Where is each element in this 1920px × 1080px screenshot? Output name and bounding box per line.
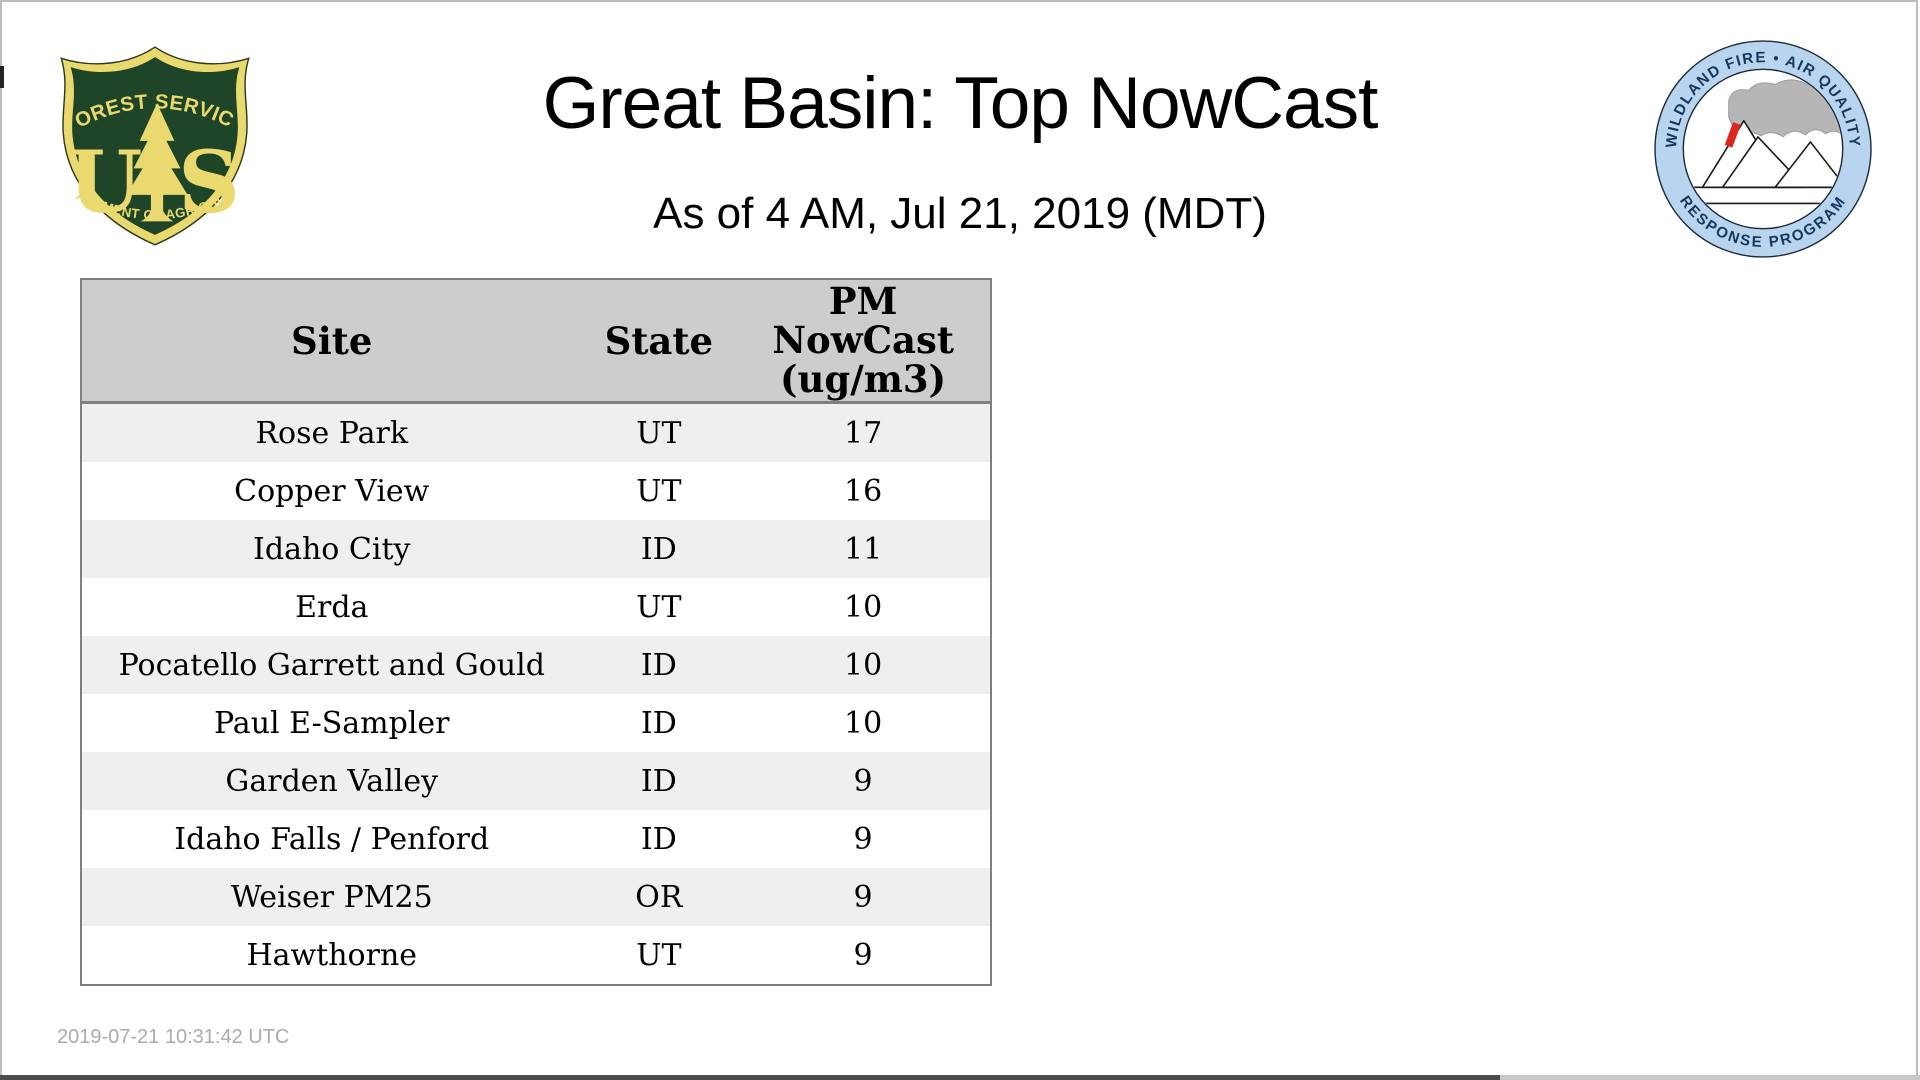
column-header-site: Site (81, 279, 582, 404)
site-cell: Garden Valley (81, 752, 582, 810)
airfire-program-logo: WILDLAND FIRE • AIR QUALITY RESPONSE PRO… (1652, 38, 1874, 260)
state-cell: ID (581, 520, 737, 578)
table-row: Garden Valley ID 9 (81, 752, 991, 810)
table-row: Erda UT 10 (81, 578, 991, 636)
state-cell: ID (581, 636, 737, 694)
nowcast-cell: 16 (736, 462, 991, 520)
forest-service-logo: FOREST SERVICE U S DEPARTMENT OF AGRICUL… (41, 25, 262, 256)
table-row: Idaho Falls / Penford ID 9 (81, 810, 991, 868)
site-cell: Idaho City (81, 520, 582, 578)
table-row: Pocatello Garrett and Gould ID 10 (81, 636, 991, 694)
nowcast-cell: 10 (736, 694, 991, 752)
usfs-letter-u: U (68, 133, 143, 233)
horizontal-scrollbar-track[interactable] (0, 1075, 1920, 1080)
table-row: Weiser PM25 OR 9 (81, 868, 991, 926)
nowcast-cell: 9 (736, 810, 991, 868)
site-cell: Weiser PM25 (81, 868, 582, 926)
left-edge-mark (0, 66, 4, 88)
nowcast-cell: 9 (736, 752, 991, 810)
site-cell: Erda (81, 578, 582, 636)
airfire-seal-icon: WILDLAND FIRE • AIR QUALITY RESPONSE PRO… (1654, 40, 1872, 258)
nowcast-cell: 9 (736, 926, 991, 985)
nowcast-cell: 11 (736, 520, 991, 578)
state-cell: UT (581, 402, 737, 462)
table-row: Hawthorne UT 9 (81, 926, 991, 985)
page-subtitle: As of 4 AM, Jul 21, 2019 (MDT) (653, 189, 1267, 238)
site-cell: Rose Park (81, 402, 582, 462)
table-row: Rose Park UT 17 (81, 402, 991, 462)
site-cell: Idaho Falls / Penford (81, 810, 582, 868)
site-cell: Hawthorne (81, 926, 582, 985)
state-cell: UT (581, 578, 737, 636)
site-cell: Copper View (81, 462, 582, 520)
state-cell: ID (581, 752, 737, 810)
column-header-pm-nowcast: PM NowCast (ug/m3) (736, 279, 991, 404)
flame-streak-icon (1724, 122, 1741, 148)
nowcast-table: Site State PM NowCast (ug/m3) Rose Park … (80, 278, 992, 986)
forest-service-shield-icon: FOREST SERVICE U S DEPARTMENT OF AGRICUL… (41, 25, 250, 246)
nowcast-cell: 10 (736, 578, 991, 636)
usfs-letter-s: S (178, 133, 240, 233)
state-cell: ID (581, 810, 737, 868)
horizontal-scrollbar-thumb[interactable] (0, 1075, 1500, 1080)
generated-timestamp: 2019-07-21 10:31:42 UTC (57, 1026, 290, 1048)
table-row: Paul E-Sampler ID 10 (81, 694, 991, 752)
table-row: Copper View UT 16 (81, 462, 991, 520)
page-title: Great Basin: Top NowCast (542, 63, 1379, 144)
state-cell: ID (581, 694, 737, 752)
pine-tree-icon (126, 103, 188, 222)
nowcast-table-container: Site State PM NowCast (ug/m3) Rose Park … (80, 278, 992, 986)
header-row: Site State PM NowCast (ug/m3) (81, 279, 991, 404)
nowcast-cell: 9 (736, 868, 991, 926)
pm-header-line1: PM (828, 279, 898, 323)
nowcast-cell: 10 (736, 636, 991, 694)
state-cell: UT (581, 926, 737, 985)
pm-header-line2: NowCast (772, 318, 954, 362)
state-cell: OR (581, 868, 737, 926)
site-cell: Paul E-Sampler (81, 694, 582, 752)
nowcast-cell: 17 (736, 402, 991, 462)
table-row: Idaho City ID 11 (81, 520, 991, 578)
smoke-plume-icon (1728, 79, 1842, 140)
pm-header-line3: (ug/m3) (779, 357, 947, 401)
site-cell: Pocatello Garrett and Gould (81, 636, 582, 694)
column-header-state: State (581, 279, 737, 404)
state-cell: UT (581, 462, 737, 520)
